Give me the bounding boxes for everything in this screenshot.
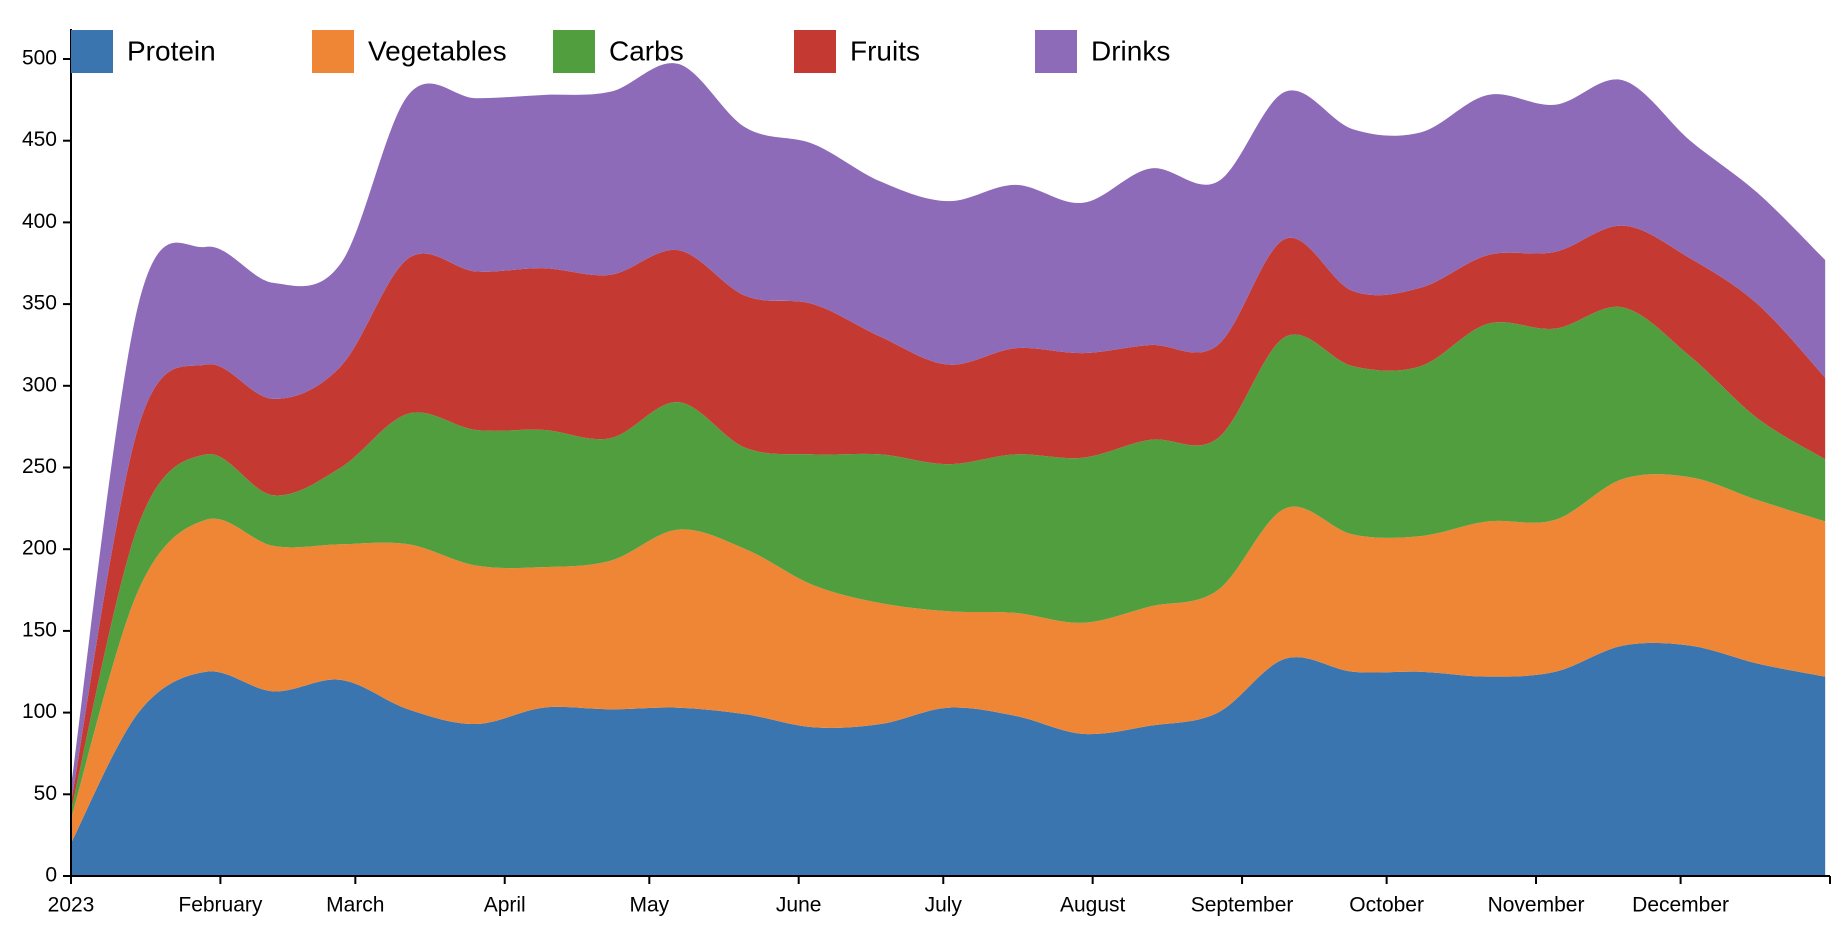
y-tick-label: 0 [45,864,57,887]
area [71,63,1826,803]
y-tick-label: 300 [22,373,57,396]
x-tick-label: December [1632,894,1729,917]
y-tick-label: 100 [22,700,57,723]
legend-label: Protein [127,35,216,66]
x-tick-label: July [925,894,963,917]
x-tick-label: April [484,894,526,917]
x-tick-label: June [776,894,822,917]
x-tick-label: August [1060,894,1126,917]
y-tick-label: 400 [22,210,57,233]
x-tick-label: 2023 [48,894,95,917]
x-tick-label: November [1488,894,1585,917]
legend-swatch [1035,30,1077,73]
legend-label: Drinks [1091,35,1170,66]
x-tick-label: February [178,894,263,917]
legend-label: Carbs [609,35,684,66]
x-tick-label: March [326,894,384,917]
area [71,642,1826,876]
legend-swatch [794,30,836,73]
legend-swatch [312,30,354,73]
x-tick-label: May [629,894,669,917]
y-tick-label: 200 [22,537,57,560]
y-tick-label: 50 [34,782,57,805]
legend-label: Vegetables [368,35,507,66]
y-tick-label: 350 [22,292,57,315]
y-tick-label: 450 [22,128,57,151]
y-tick-label: 150 [22,618,57,641]
legend-swatch [553,30,595,73]
area [71,306,1826,819]
x-tick-label: October [1349,894,1424,917]
area [71,225,1826,811]
legend-swatch [71,30,113,73]
y-tick-label: 250 [22,455,57,478]
legend-label: Fruits [850,35,920,66]
y-tick-label: 500 [22,47,57,70]
x-tick-label: September [1191,894,1294,917]
area [71,474,1826,844]
